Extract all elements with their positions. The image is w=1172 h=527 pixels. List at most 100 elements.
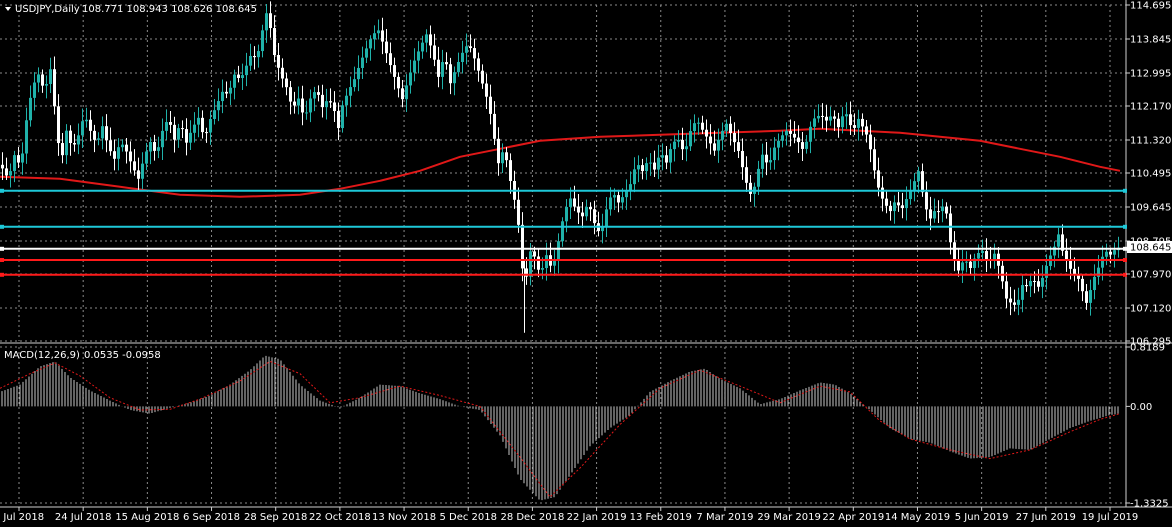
candle-down bbox=[897, 202, 900, 206]
macd-tick-label: 0.00 bbox=[1130, 402, 1152, 413]
time-tick-label: 19 Jul 2019 bbox=[1082, 512, 1139, 523]
candle-down bbox=[509, 160, 512, 181]
candle-down bbox=[713, 143, 716, 151]
candle-down bbox=[525, 268, 528, 277]
candle-up bbox=[805, 141, 808, 149]
macd-layer bbox=[0, 355, 1121, 501]
candle-up bbox=[645, 163, 648, 172]
candle-up bbox=[601, 226, 604, 232]
candle-down bbox=[1065, 250, 1068, 260]
candle-up bbox=[973, 258, 976, 269]
candle-down bbox=[881, 187, 884, 199]
candle-down bbox=[289, 87, 292, 102]
candle-up bbox=[541, 268, 544, 270]
candle-down bbox=[937, 211, 940, 213]
candle-up bbox=[569, 198, 572, 207]
time-tick-label: 22 Jan 2019 bbox=[567, 512, 627, 523]
candle-up bbox=[501, 152, 504, 164]
candle-down bbox=[301, 98, 304, 113]
candle-up bbox=[145, 151, 148, 164]
candle-up bbox=[697, 122, 700, 124]
candle-up bbox=[257, 51, 260, 58]
candle-up bbox=[85, 119, 88, 122]
candle-up bbox=[441, 62, 444, 77]
candle-up bbox=[553, 260, 556, 266]
candle-up bbox=[325, 101, 328, 108]
candle-up bbox=[357, 67, 360, 80]
candle-up bbox=[605, 209, 608, 227]
candle-down bbox=[821, 115, 824, 117]
candle-up bbox=[693, 123, 696, 132]
candle-up bbox=[305, 112, 308, 114]
candle-down bbox=[293, 101, 296, 106]
time-tick-label: 15 Aug 2018 bbox=[115, 512, 179, 523]
candle-up bbox=[465, 46, 468, 53]
candle-down bbox=[849, 114, 852, 126]
candle-down bbox=[745, 167, 748, 183]
candle-down bbox=[469, 46, 472, 49]
symbol-label: USDJPY,Daily bbox=[15, 4, 80, 15]
candle-up bbox=[417, 51, 420, 61]
level-handle-right bbox=[1123, 188, 1127, 193]
price-tick-label: 110.495 bbox=[1130, 169, 1171, 180]
candle-up bbox=[1113, 250, 1116, 255]
candle-down bbox=[17, 155, 20, 163]
candle-down bbox=[825, 116, 828, 121]
candle-up bbox=[961, 262, 964, 271]
moving-average-layer bbox=[0, 127, 1121, 198]
time-tick-label: 28 Sep 2018 bbox=[244, 512, 307, 523]
candle-up bbox=[49, 69, 52, 85]
candle-down bbox=[385, 41, 388, 54]
grid-lines bbox=[0, 0, 1172, 508]
candle-down bbox=[93, 130, 96, 140]
candle-up bbox=[197, 117, 200, 125]
candle-down bbox=[53, 69, 56, 107]
candle-down bbox=[1109, 251, 1112, 255]
price-tick-label: 112.170 bbox=[1130, 102, 1171, 113]
time-tick-label: 13 Nov 2018 bbox=[372, 512, 436, 523]
moving-average-line bbox=[0, 127, 1121, 198]
candle-up bbox=[377, 30, 380, 34]
candle-up bbox=[669, 149, 672, 163]
candle-up bbox=[841, 116, 844, 128]
candle-up bbox=[365, 48, 368, 58]
candle-down bbox=[181, 128, 184, 130]
candle-down bbox=[537, 256, 540, 270]
dropdown-triangle-icon[interactable] bbox=[5, 7, 11, 11]
macd-values: 0.0535 -0.0958 bbox=[84, 350, 161, 361]
candle-down bbox=[901, 205, 904, 209]
candle-down bbox=[1061, 234, 1064, 251]
candle-up bbox=[157, 147, 160, 151]
candle-down bbox=[153, 142, 156, 151]
candle-up bbox=[673, 141, 676, 150]
candle-up bbox=[213, 110, 216, 119]
price-tick-label: 113.845 bbox=[1130, 35, 1171, 46]
candle-up bbox=[29, 97, 32, 121]
candle-down bbox=[1073, 268, 1076, 276]
candle-down bbox=[169, 122, 172, 125]
candle-up bbox=[97, 138, 100, 140]
candle-up bbox=[965, 261, 968, 263]
candle-down bbox=[285, 78, 288, 88]
candle-down bbox=[701, 122, 704, 130]
candle-down bbox=[61, 143, 64, 156]
time-tick-label: 28 Dec 2018 bbox=[500, 512, 564, 523]
candle-up bbox=[265, 13, 268, 31]
candle-down bbox=[953, 242, 956, 261]
candle-down bbox=[429, 34, 432, 46]
macd-tick-label: -1.3325 bbox=[1130, 499, 1169, 510]
candle-up bbox=[561, 221, 564, 242]
level-handle-right bbox=[1123, 246, 1127, 251]
candle-down bbox=[73, 143, 76, 145]
candle-up bbox=[649, 162, 652, 164]
candle-down bbox=[57, 106, 60, 144]
candle-down bbox=[1005, 281, 1008, 299]
candle-up bbox=[409, 72, 412, 86]
horizontal-levels-layer bbox=[0, 188, 1127, 277]
candle-down bbox=[869, 134, 872, 150]
candle-down bbox=[269, 13, 272, 29]
candle-up bbox=[209, 118, 212, 133]
candle-up bbox=[1053, 246, 1056, 256]
candle-down bbox=[89, 119, 92, 131]
